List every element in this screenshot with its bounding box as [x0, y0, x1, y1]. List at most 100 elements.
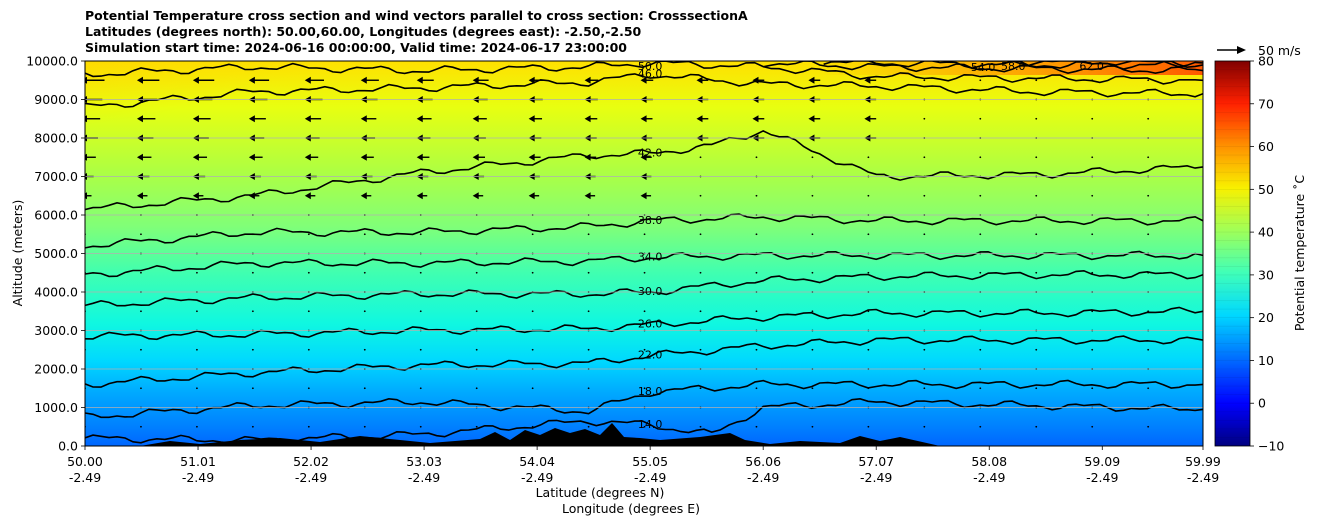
wind-vector: [363, 348, 366, 351]
colorbar-tick-label: 0: [1258, 396, 1266, 411]
wind-vector: [979, 310, 982, 313]
colorbar-tick-label: 10: [1258, 353, 1274, 368]
colorbar-tick-label: 70: [1258, 96, 1274, 111]
wind-vector-head: [360, 153, 367, 161]
wind-vector: [1091, 233, 1094, 236]
wind-vector: [587, 348, 590, 351]
y-tick-label: 7000.0: [34, 169, 78, 184]
wind-vector: [363, 271, 366, 274]
wind-vector: [755, 425, 758, 428]
x-tick-label-lat: 53.03: [406, 454, 442, 469]
wind-vector: [643, 310, 646, 313]
wind-vector: [1147, 233, 1150, 236]
wind-vector: [979, 387, 982, 390]
wind-vector: [475, 425, 478, 428]
wind-vector-head: [472, 76, 479, 84]
wind-vector-head: [136, 115, 143, 123]
contour-line: [85, 306, 1203, 341]
wind-vector: [140, 425, 142, 428]
wind-vector: [419, 425, 422, 428]
contour-line: [85, 250, 1203, 278]
wind-vector: [979, 425, 982, 428]
wind-vector-head: [248, 192, 255, 200]
wind-vector: [811, 425, 814, 428]
wind-vector: [979, 348, 982, 351]
wind-vector-head: [528, 115, 535, 123]
wind-vector: [1147, 271, 1150, 274]
x-tick-label-lon: -2.49: [634, 470, 666, 485]
wind-vector: [1091, 387, 1094, 390]
wind-vector: [531, 310, 534, 313]
wind-vector-head: [528, 153, 535, 161]
wind-vector: [587, 425, 590, 428]
wind-vector: [251, 425, 254, 428]
wind-vector: [251, 271, 254, 274]
contour-line: [85, 130, 1203, 211]
wind-vector: [1035, 117, 1038, 120]
contour-line: [85, 335, 1203, 388]
x-tick-label-lat: 51.01: [180, 454, 216, 469]
wind-vector-head: [248, 76, 255, 84]
contour-label: 58.0: [1001, 60, 1026, 73]
x-tick-label-lon: -2.49: [521, 470, 553, 485]
y-axis: 0.0 1000.0 2000.0 3000.0 4000.0 5000.0 6000.0 7…: [26, 54, 85, 454]
wind-vector-head: [416, 153, 423, 161]
wind-vector: [811, 156, 814, 159]
wind-vector: [699, 233, 702, 236]
wind-vector: [811, 271, 814, 274]
wind-vector-head: [192, 153, 199, 161]
wind-vector: [867, 156, 870, 159]
contour-line: [980, 61, 1203, 68]
wind-vector-head: [85, 153, 87, 161]
wind-vector: [979, 271, 982, 274]
contour-label: 46.0: [638, 67, 663, 80]
wind-vector: [196, 310, 198, 313]
x-tick-label-lat: 59.09: [1084, 454, 1120, 469]
wind-vector-head: [360, 192, 367, 200]
y-tick-label: 9000.0: [34, 92, 78, 107]
wind-vector-head: [136, 153, 143, 161]
wind-vector: [643, 271, 646, 274]
x-tick-label-lon: -2.49: [69, 470, 101, 485]
x-tick-label-lat: 54.04: [519, 454, 555, 469]
wind-vector: [867, 425, 870, 428]
wind-vector: [1035, 425, 1038, 428]
wind-vector: [140, 387, 142, 390]
wind-vector: [1147, 117, 1150, 120]
wind-vector-head: [472, 115, 479, 123]
wind-vector: [755, 156, 758, 159]
wind-vector: [196, 233, 198, 236]
wind-vector: [755, 348, 758, 351]
wind-vector: [140, 348, 142, 351]
contour-labels: 14.0 18.0 22.0 26.0 30.0 34.0 38.0 42.0 46.050.0…: [638, 60, 1104, 431]
x-tick-label-lon: -2.49: [295, 470, 327, 485]
wind-vector: [811, 194, 814, 197]
wind-vector: [867, 271, 870, 274]
wind-vector-head: [864, 115, 871, 123]
wind-vector: [419, 233, 422, 236]
wind-vector: [475, 271, 478, 274]
wind-reference-label: 50 m/s: [1258, 43, 1301, 58]
contour-label: 54.0: [971, 61, 996, 74]
wind-vector: [475, 310, 478, 313]
wind-vector-head: [192, 76, 199, 84]
wind-vector: [531, 348, 534, 351]
wind-vector-head: [85, 76, 87, 84]
x-tick-label-lat: 59.99: [1185, 454, 1221, 469]
wind-vector: [923, 117, 926, 120]
wind-vector: [699, 425, 702, 428]
wind-vector: [1035, 233, 1038, 236]
wind-vector: [251, 310, 254, 313]
wind-vector: [1091, 79, 1094, 82]
wind-vector: [699, 348, 702, 351]
wind-vector: [979, 117, 982, 120]
colorbar: 80 70 60 50 40 30 20 10 0 −10 Potential temperatu…: [1214, 54, 1307, 454]
y-tick-label: 8000.0: [34, 131, 78, 146]
wind-vector: [811, 233, 814, 236]
contour-label: 34.0: [638, 250, 663, 263]
wind-vector: [1147, 310, 1150, 313]
wind-vector: [1035, 348, 1038, 351]
x-tick-label-lat: 56.06: [745, 454, 781, 469]
wind-vector: [1147, 156, 1150, 159]
wind-vector: [755, 271, 758, 274]
